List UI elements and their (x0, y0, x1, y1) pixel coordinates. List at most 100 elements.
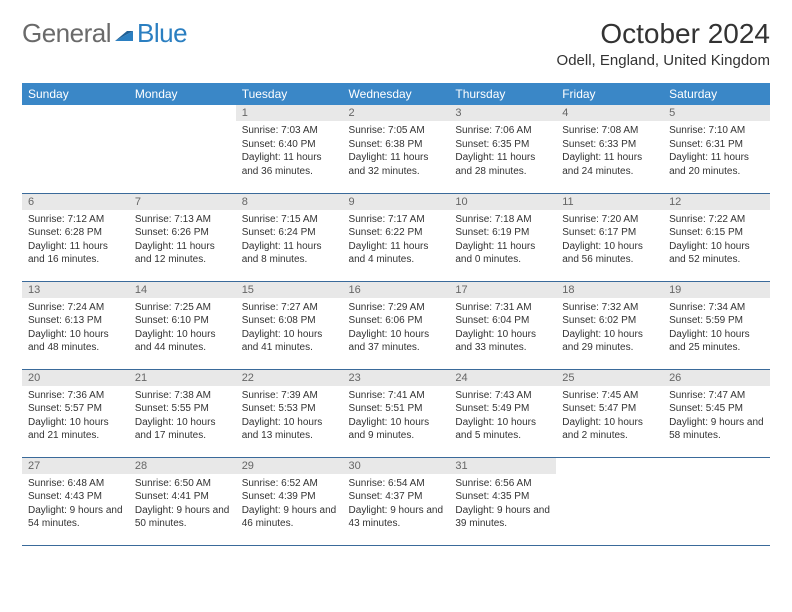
day-details: Sunrise: 7:03 AMSunset: 6:40 PMDaylight:… (236, 121, 343, 182)
day-details: Sunrise: 7:34 AMSunset: 5:59 PMDaylight:… (663, 298, 770, 359)
sunrise-text: Sunrise: 7:22 AM (669, 213, 764, 227)
day-details: Sunrise: 7:45 AMSunset: 5:47 PMDaylight:… (556, 386, 663, 447)
daylight-text: Daylight: 10 hours and 41 minutes. (242, 328, 337, 355)
calendar-week-row: 13Sunrise: 7:24 AMSunset: 6:13 PMDayligh… (22, 281, 770, 369)
day-number: 7 (129, 194, 236, 210)
day-number: 2 (343, 105, 450, 121)
calendar-cell: 13Sunrise: 7:24 AMSunset: 6:13 PMDayligh… (22, 281, 129, 369)
month-title: October 2024 (557, 18, 770, 50)
daylight-text: Daylight: 10 hours and 29 minutes. (562, 328, 657, 355)
sunset-text: Sunset: 5:57 PM (28, 402, 123, 416)
sunrise-text: Sunrise: 7:06 AM (455, 124, 550, 138)
calendar-cell: 1Sunrise: 7:03 AMSunset: 6:40 PMDaylight… (236, 105, 343, 193)
logo-word1: General (22, 18, 111, 49)
sunset-text: Sunset: 5:51 PM (349, 402, 444, 416)
calendar-cell: 11Sunrise: 7:20 AMSunset: 6:17 PMDayligh… (556, 193, 663, 281)
day-details: Sunrise: 6:56 AMSunset: 4:35 PMDaylight:… (449, 474, 556, 535)
calendar-cell: 14Sunrise: 7:25 AMSunset: 6:10 PMDayligh… (129, 281, 236, 369)
day-number: 6 (22, 194, 129, 210)
daylight-text: Daylight: 10 hours and 13 minutes. (242, 416, 337, 443)
sunrise-text: Sunrise: 6:56 AM (455, 477, 550, 491)
sunset-text: Sunset: 5:49 PM (455, 402, 550, 416)
calendar-cell: 7Sunrise: 7:13 AMSunset: 6:26 PMDaylight… (129, 193, 236, 281)
calendar-cell: 28Sunrise: 6:50 AMSunset: 4:41 PMDayligh… (129, 457, 236, 545)
day-details: Sunrise: 6:54 AMSunset: 4:37 PMDaylight:… (343, 474, 450, 535)
location: Odell, England, United Kingdom (557, 52, 770, 69)
day-number: 20 (22, 370, 129, 386)
calendar-cell: 22Sunrise: 7:39 AMSunset: 5:53 PMDayligh… (236, 369, 343, 457)
day-details: Sunrise: 7:27 AMSunset: 6:08 PMDaylight:… (236, 298, 343, 359)
sunrise-text: Sunrise: 7:34 AM (669, 301, 764, 315)
day-details: Sunrise: 7:13 AMSunset: 6:26 PMDaylight:… (129, 210, 236, 271)
day-number: 29 (236, 458, 343, 474)
calendar-cell: 27Sunrise: 6:48 AMSunset: 4:43 PMDayligh… (22, 457, 129, 545)
calendar-cell: 21Sunrise: 7:38 AMSunset: 5:55 PMDayligh… (129, 369, 236, 457)
sunrise-text: Sunrise: 7:45 AM (562, 389, 657, 403)
day-number: 9 (343, 194, 450, 210)
day-details: Sunrise: 7:22 AMSunset: 6:15 PMDaylight:… (663, 210, 770, 271)
calendar-week-row: 27Sunrise: 6:48 AMSunset: 4:43 PMDayligh… (22, 457, 770, 545)
calendar-cell: 10Sunrise: 7:18 AMSunset: 6:19 PMDayligh… (449, 193, 556, 281)
sunrise-text: Sunrise: 6:50 AM (135, 477, 230, 491)
calendar-week-row: 20Sunrise: 7:36 AMSunset: 5:57 PMDayligh… (22, 369, 770, 457)
calendar-week-row: 6Sunrise: 7:12 AMSunset: 6:28 PMDaylight… (22, 193, 770, 281)
sunset-text: Sunset: 5:45 PM (669, 402, 764, 416)
sunrise-text: Sunrise: 7:10 AM (669, 124, 764, 138)
calendar-cell: 23Sunrise: 7:41 AMSunset: 5:51 PMDayligh… (343, 369, 450, 457)
sunrise-text: Sunrise: 7:03 AM (242, 124, 337, 138)
day-details: Sunrise: 7:10 AMSunset: 6:31 PMDaylight:… (663, 121, 770, 182)
weekday-header: Sunday (22, 83, 129, 105)
sunset-text: Sunset: 5:59 PM (669, 314, 764, 328)
sunset-text: Sunset: 6:35 PM (455, 138, 550, 152)
daylight-text: Daylight: 10 hours and 33 minutes. (455, 328, 550, 355)
day-number: 12 (663, 194, 770, 210)
day-number: 18 (556, 282, 663, 298)
day-number: 3 (449, 105, 556, 121)
day-number: 10 (449, 194, 556, 210)
day-number: 8 (236, 194, 343, 210)
daylight-text: Daylight: 11 hours and 36 minutes. (242, 151, 337, 178)
day-number: 28 (129, 458, 236, 474)
day-number: 4 (556, 105, 663, 121)
sunset-text: Sunset: 5:47 PM (562, 402, 657, 416)
daylight-text: Daylight: 9 hours and 58 minutes. (669, 416, 764, 443)
sunset-text: Sunset: 6:17 PM (562, 226, 657, 240)
title-block: October 2024 Odell, England, United King… (557, 18, 770, 69)
weekday-header: Monday (129, 83, 236, 105)
calendar-cell: . (129, 105, 236, 193)
sunset-text: Sunset: 6:28 PM (28, 226, 123, 240)
calendar-cell: . (663, 457, 770, 545)
day-number: 26 (663, 370, 770, 386)
calendar-table: SundayMondayTuesdayWednesdayThursdayFrid… (22, 83, 770, 546)
daylight-text: Daylight: 10 hours and 5 minutes. (455, 416, 550, 443)
calendar-cell: 12Sunrise: 7:22 AMSunset: 6:15 PMDayligh… (663, 193, 770, 281)
calendar-cell: 17Sunrise: 7:31 AMSunset: 6:04 PMDayligh… (449, 281, 556, 369)
daylight-text: Daylight: 10 hours and 17 minutes. (135, 416, 230, 443)
day-details: Sunrise: 7:12 AMSunset: 6:28 PMDaylight:… (22, 210, 129, 271)
day-number: 1 (236, 105, 343, 121)
sunrise-text: Sunrise: 7:47 AM (669, 389, 764, 403)
daylight-text: Daylight: 10 hours and 48 minutes. (28, 328, 123, 355)
daylight-text: Daylight: 10 hours and 56 minutes. (562, 240, 657, 267)
sunset-text: Sunset: 6:33 PM (562, 138, 657, 152)
sunrise-text: Sunrise: 7:20 AM (562, 213, 657, 227)
sunrise-text: Sunrise: 7:08 AM (562, 124, 657, 138)
sunrise-text: Sunrise: 7:25 AM (135, 301, 230, 315)
sunrise-text: Sunrise: 7:13 AM (135, 213, 230, 227)
day-details: Sunrise: 7:47 AMSunset: 5:45 PMDaylight:… (663, 386, 770, 447)
day-details: Sunrise: 7:32 AMSunset: 6:02 PMDaylight:… (556, 298, 663, 359)
daylight-text: Daylight: 10 hours and 52 minutes. (669, 240, 764, 267)
day-number: 14 (129, 282, 236, 298)
logo-word2: Blue (137, 18, 187, 49)
sunset-text: Sunset: 6:08 PM (242, 314, 337, 328)
day-details: Sunrise: 7:17 AMSunset: 6:22 PMDaylight:… (343, 210, 450, 271)
daylight-text: Daylight: 9 hours and 50 minutes. (135, 504, 230, 531)
sunset-text: Sunset: 5:55 PM (135, 402, 230, 416)
sunset-text: Sunset: 6:24 PM (242, 226, 337, 240)
weekday-header: Tuesday (236, 83, 343, 105)
calendar-cell: . (556, 457, 663, 545)
sunrise-text: Sunrise: 7:15 AM (242, 213, 337, 227)
day-number: 17 (449, 282, 556, 298)
calendar-cell: 19Sunrise: 7:34 AMSunset: 5:59 PMDayligh… (663, 281, 770, 369)
daylight-text: Daylight: 10 hours and 9 minutes. (349, 416, 444, 443)
